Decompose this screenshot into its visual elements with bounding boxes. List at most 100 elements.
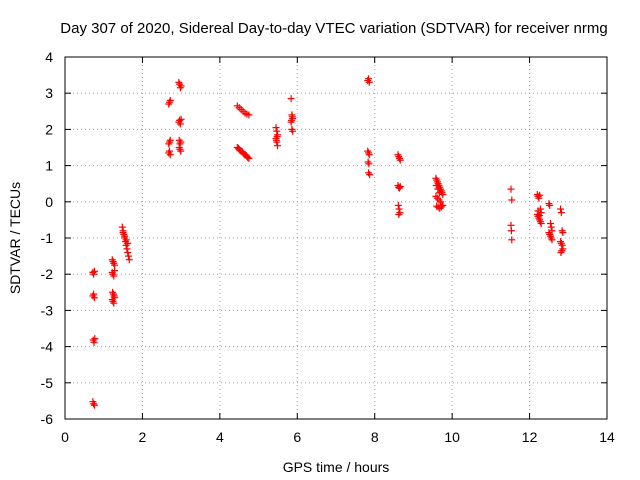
data-point xyxy=(365,75,373,83)
chart-title: Day 307 of 2020, Sidereal Day-to-day VTE… xyxy=(60,20,607,37)
data-point xyxy=(289,127,297,135)
data-point xyxy=(122,236,130,244)
data-point xyxy=(508,196,516,204)
data-point xyxy=(365,149,373,157)
y-tick-label: -3 xyxy=(41,302,54,318)
data-point xyxy=(507,185,515,193)
x-tick-label: 12 xyxy=(522,429,538,445)
data-point xyxy=(165,100,173,108)
data-point xyxy=(396,183,404,191)
data-point xyxy=(396,156,404,164)
y-tick-label: 0 xyxy=(45,194,53,210)
data-point xyxy=(272,136,280,144)
data-point xyxy=(364,147,372,155)
data-point xyxy=(394,201,402,209)
x-tick-label: 14 xyxy=(599,429,615,445)
data-point xyxy=(437,198,445,206)
data-point xyxy=(364,158,372,166)
x-tick-label: 2 xyxy=(139,429,147,445)
data-point xyxy=(176,116,184,124)
data-point xyxy=(176,120,184,128)
data-point xyxy=(177,115,185,123)
data-point xyxy=(111,267,119,275)
data-point xyxy=(165,140,173,148)
y-tick-label: -4 xyxy=(41,339,54,355)
data-point xyxy=(557,239,565,247)
data-point xyxy=(287,116,295,124)
data-point xyxy=(244,154,252,162)
data-point xyxy=(365,160,373,168)
data-point xyxy=(166,98,174,106)
data-point xyxy=(288,125,296,133)
data-point xyxy=(534,207,542,215)
data-point xyxy=(365,169,373,177)
data-point xyxy=(175,144,183,151)
data-point xyxy=(272,124,280,132)
data-point xyxy=(435,196,443,204)
data-point xyxy=(109,297,117,305)
data-point xyxy=(537,220,545,228)
data-point xyxy=(545,200,553,208)
data-point xyxy=(176,145,184,153)
data-point xyxy=(109,290,117,298)
data-point xyxy=(90,400,98,408)
data-point xyxy=(287,95,295,103)
data-point xyxy=(432,182,440,190)
data-point xyxy=(110,299,118,307)
y-tick-label: -6 xyxy=(41,411,54,427)
data-point xyxy=(121,232,129,240)
y-tick-label: -1 xyxy=(41,230,54,246)
data-point xyxy=(90,290,98,298)
data-point xyxy=(175,136,183,144)
data-point xyxy=(508,236,516,244)
data-point xyxy=(109,258,117,266)
data-point xyxy=(437,203,445,211)
data-point xyxy=(365,151,373,159)
data-point xyxy=(366,171,374,179)
data-point xyxy=(288,113,296,121)
data-point xyxy=(274,142,282,150)
data-point xyxy=(110,259,118,267)
data-point xyxy=(432,192,440,200)
data-point xyxy=(557,205,565,213)
data-point xyxy=(364,77,372,85)
data-point xyxy=(546,201,554,209)
data-point xyxy=(548,236,556,244)
data-points xyxy=(89,75,567,409)
data-point xyxy=(559,229,567,237)
data-point xyxy=(558,247,566,255)
x-tick-label: 10 xyxy=(444,429,460,445)
data-point xyxy=(439,201,447,209)
data-point xyxy=(166,151,174,159)
data-point xyxy=(176,84,184,92)
data-point xyxy=(395,210,403,218)
data-point xyxy=(534,192,542,200)
data-point xyxy=(273,133,281,141)
x-tick-label: 6 xyxy=(293,429,301,445)
x-tick-label: 0 xyxy=(61,429,69,445)
data-point xyxy=(546,232,554,240)
data-point xyxy=(91,335,99,343)
data-point xyxy=(245,111,253,119)
x-axis-label: GPS time / hours xyxy=(283,459,390,475)
data-point xyxy=(166,138,174,146)
data-point xyxy=(90,294,98,302)
data-point xyxy=(557,209,565,217)
data-point xyxy=(395,183,403,191)
data-point xyxy=(89,292,97,300)
data-point xyxy=(124,248,132,256)
data-point xyxy=(536,191,544,199)
data-point xyxy=(396,209,404,217)
data-point xyxy=(109,270,117,278)
data-point xyxy=(90,267,98,275)
data-point xyxy=(90,401,98,409)
data-point xyxy=(177,147,185,155)
y-tick-label: -5 xyxy=(41,375,54,391)
y-axis-label: SDTVAR / TECUs xyxy=(7,182,23,294)
data-point xyxy=(437,187,445,195)
data-point xyxy=(125,256,133,264)
data-point xyxy=(166,147,174,155)
data-point xyxy=(119,229,127,237)
